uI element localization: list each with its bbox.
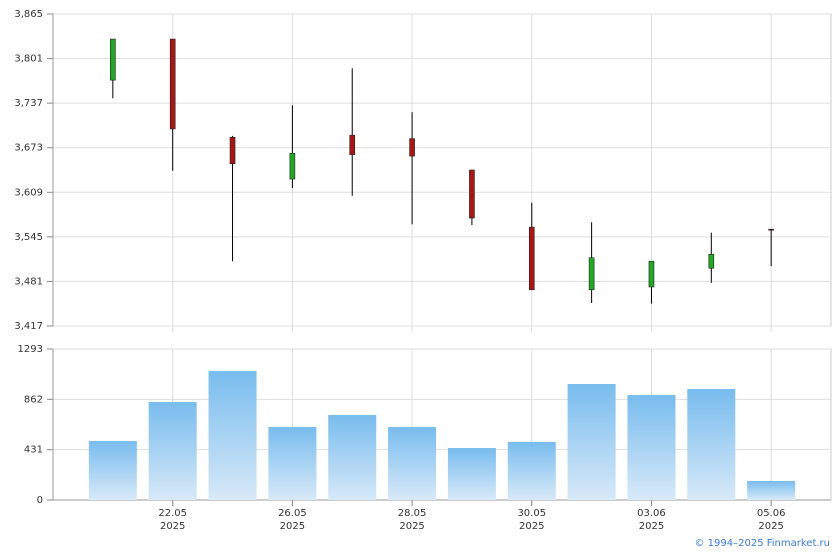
candle-body	[110, 38, 116, 81]
x-tick-year: 2025	[519, 521, 544, 532]
candle-body	[588, 257, 595, 291]
candle-body	[289, 152, 296, 180]
volume-bar	[507, 441, 556, 500]
volume-bar	[627, 395, 676, 500]
volume-bar	[328, 414, 377, 500]
x-tick-year: 2025	[280, 521, 305, 532]
x-tick-year: 2025	[160, 521, 185, 532]
candle-body	[648, 260, 655, 288]
x-tick-label: 30.05	[517, 508, 546, 519]
y-tick-label: 3,865	[14, 9, 43, 20]
y-tick-label: 3,737	[14, 98, 43, 109]
volume-bar	[388, 427, 437, 500]
x-tick-label: 05.06	[757, 508, 786, 519]
candle-body	[349, 134, 356, 155]
credit: © 1994–2025 Finmarket.ru	[694, 538, 830, 549]
volume-bar	[567, 384, 616, 500]
y-tick-label: 3,481	[14, 276, 43, 287]
y-tick-label: 3,609	[14, 187, 43, 198]
candle-body	[229, 136, 236, 165]
x-tick-label: 03.06	[637, 508, 666, 519]
volume-bar	[88, 441, 137, 500]
candle-body	[169, 38, 176, 130]
x-tick-label: 22.05	[158, 508, 187, 519]
y-tick-label: 3,545	[14, 232, 43, 243]
y-tick-label: 0	[37, 495, 43, 506]
volume-bar	[148, 402, 197, 500]
x-tick-year: 2025	[758, 521, 783, 532]
volume-bar	[268, 427, 317, 500]
candle-body	[708, 253, 715, 269]
y-tick-label: 3,417	[14, 321, 43, 332]
candle-body	[768, 228, 774, 231]
volume-bar	[687, 389, 736, 500]
x-tick-year: 2025	[399, 521, 424, 532]
x-tick-year: 2025	[639, 521, 664, 532]
y-tick-label: 431	[24, 445, 43, 456]
y-tick-label: 1293	[18, 344, 43, 355]
y-tick-label: 3,801	[14, 54, 43, 65]
y-tick-label: 3,673	[14, 143, 43, 154]
x-tick-label: 28.05	[398, 508, 427, 519]
y-tick-label: 862	[24, 394, 43, 405]
candle-body	[469, 169, 475, 219]
volume-bar	[447, 448, 496, 500]
plot-frame	[52, 13, 832, 327]
volume-bar	[747, 480, 796, 500]
volume-bar	[208, 371, 257, 500]
x-tick-label: 26.05	[278, 508, 307, 519]
candle-body	[409, 138, 415, 157]
candle-body	[528, 226, 535, 291]
